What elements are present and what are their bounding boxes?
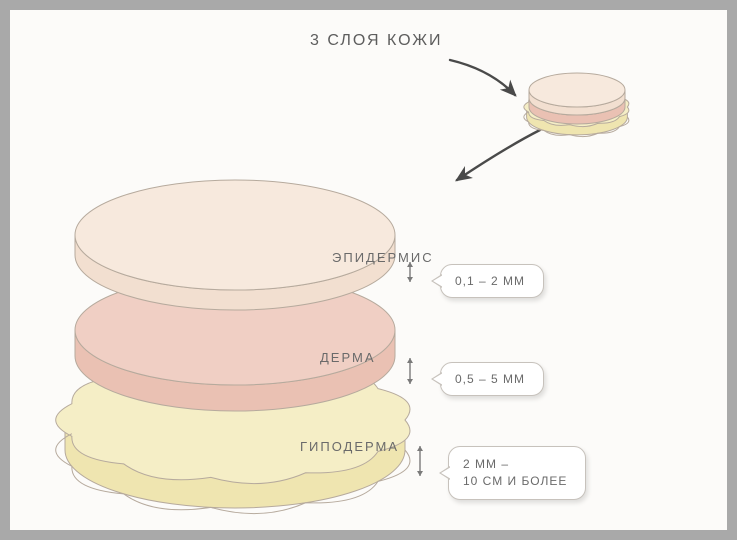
diagram-canvas: 3 СЛОЯ КОЖИ ЭПИДЕРМИС ДЕРМА ГИПОДЕРМА 0,… <box>10 10 727 530</box>
label-epidermis: ЭПИДЕРМИС <box>332 250 434 265</box>
callout-hypodermis-thickness: 2 ММ –10 СМ И БОЛЕЕ <box>448 446 586 500</box>
label-dermis: ДЕРМА <box>320 350 376 365</box>
thickness-arrow-hypodermis <box>417 446 423 476</box>
thickness-arrow-epidermis <box>407 262 413 282</box>
callout-dermis-thickness: 0,5 – 5 ММ <box>440 362 544 396</box>
thickness-arrow-dermis <box>407 358 413 384</box>
label-hypodermis: ГИПОДЕРМА <box>300 439 399 454</box>
callout-epidermis-thickness: 0,1 – 2 ММ <box>440 264 544 298</box>
